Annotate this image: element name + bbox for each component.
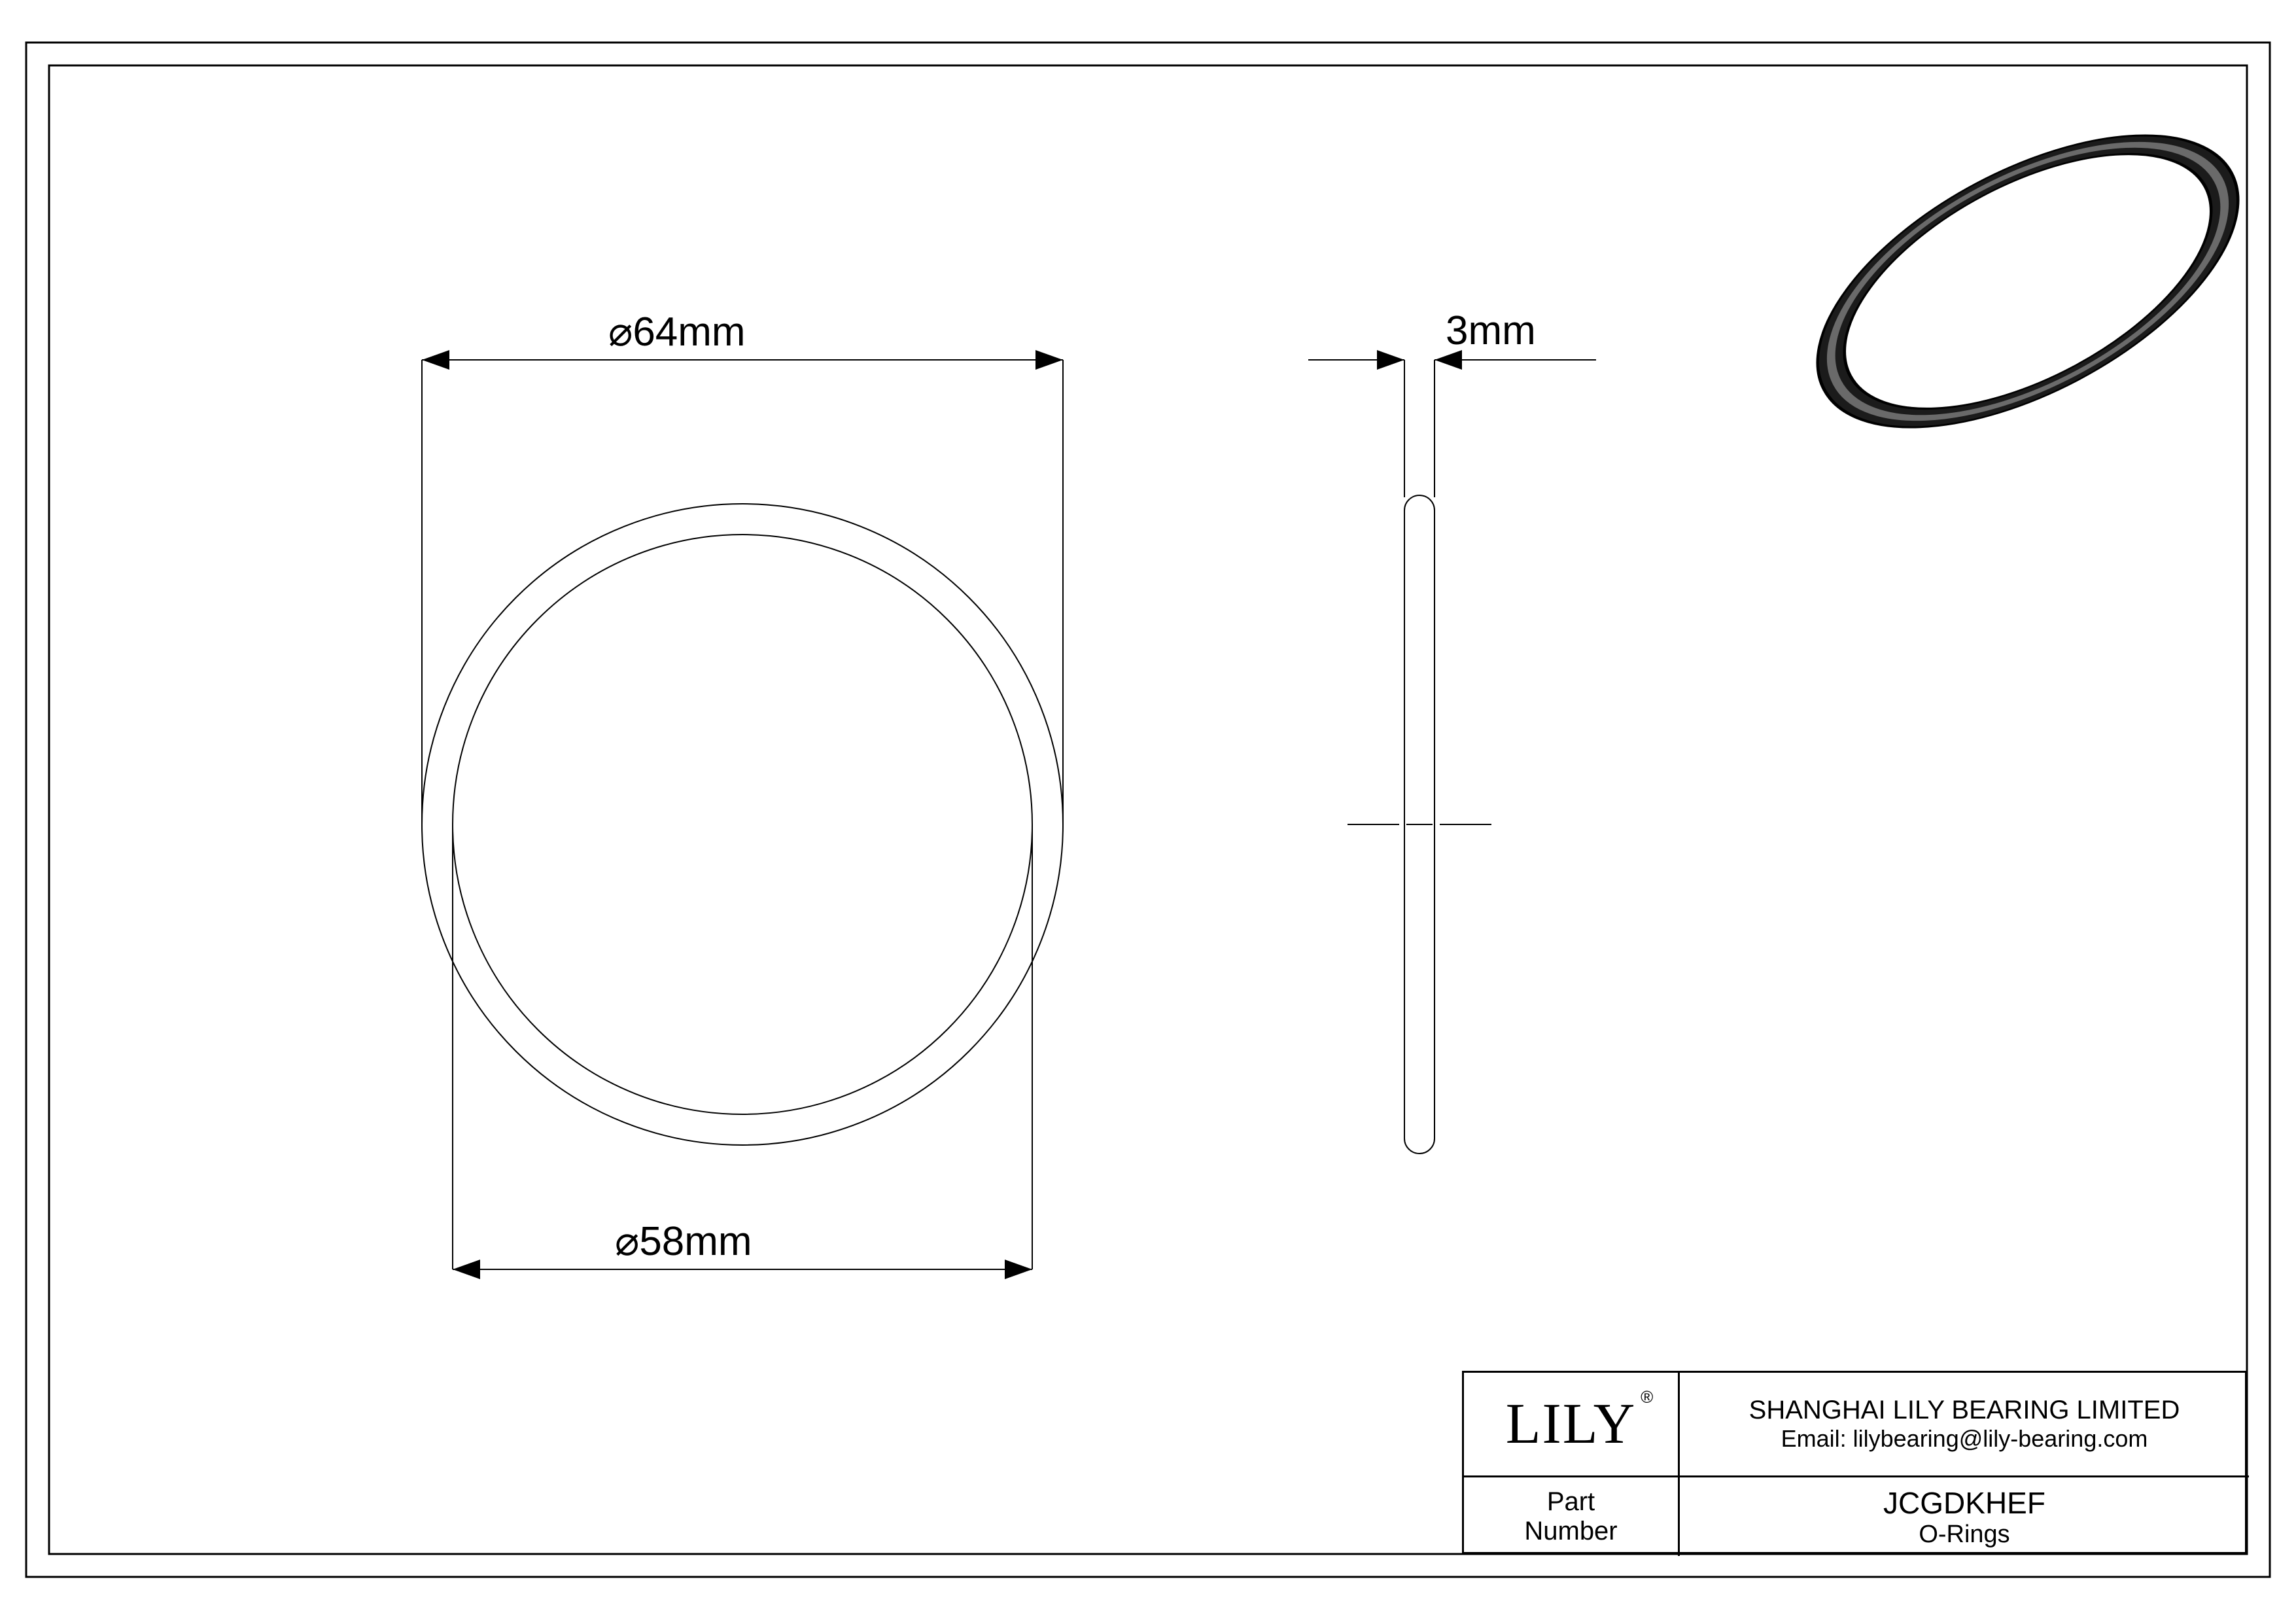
front-inner-circle — [453, 535, 1032, 1114]
part-code: JCGDKHEF — [1883, 1485, 2045, 1521]
company-name: SHANGHAI LILY BEARING LIMITED — [1749, 1396, 2180, 1425]
tb-company-cell: SHANGHAI LILY BEARING LIMITED Email: lil… — [1680, 1373, 2249, 1477]
front-view — [422, 504, 1063, 1145]
dim-outer-diameter — [422, 350, 1063, 824]
frame-inner — [49, 65, 2247, 1554]
dim-inner-arrow-right — [1005, 1260, 1032, 1279]
tb-partvalue-cell: JCGDKHEF O-Rings — [1680, 1477, 2249, 1556]
dim-inner-label: ⌀58mm — [615, 1217, 752, 1265]
front-outer-circle — [422, 504, 1063, 1145]
dim-inner-arrow-left — [453, 1260, 480, 1279]
dim-outer-arrow-left — [422, 350, 449, 370]
dim-outer-arrow-right — [1035, 350, 1063, 370]
part-label-1: Part — [1524, 1487, 1617, 1517]
part-label-2: Number — [1524, 1517, 1617, 1546]
dim-inner-diameter — [453, 824, 1032, 1279]
iso-ring — [1788, 88, 2267, 474]
dim-width-arrow-left — [1377, 350, 1404, 370]
side-view — [1348, 495, 1491, 1154]
company-logo: LILY ® — [1506, 1391, 1637, 1457]
dim-width — [1308, 350, 1596, 497]
dim-outer-label: ⌀64mm — [608, 308, 746, 355]
dim-width-label: 3mm — [1446, 308, 1536, 354]
part-desc: O-Rings — [1883, 1521, 2045, 1549]
company-email: Email: lilybearing@lily-bearing.com — [1749, 1425, 2180, 1453]
registered-icon: ® — [1641, 1387, 1654, 1407]
company-logo-text: LILY — [1506, 1392, 1637, 1456]
iso-ring-base — [1788, 88, 2267, 474]
title-block: LILY ® SHANGHAI LILY BEARING LIMITED Ema… — [1462, 1371, 2247, 1554]
iso-ring-transform — [1788, 88, 2267, 474]
frame-outer — [26, 43, 2270, 1577]
tb-logo-cell: LILY ® — [1464, 1373, 1680, 1477]
tb-partlabel-cell: Part Number — [1464, 1477, 1680, 1556]
